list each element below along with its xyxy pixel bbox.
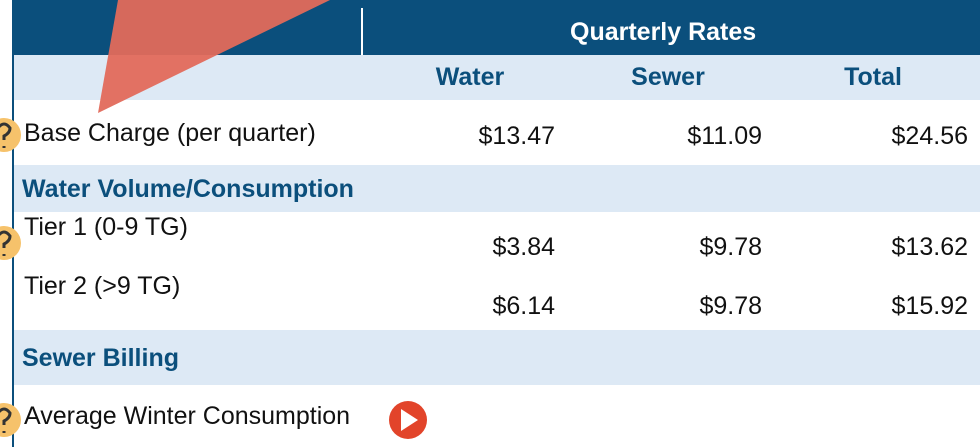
section-label: Water Volume/Consumption	[22, 174, 354, 203]
pointer-arrow	[98, 0, 330, 113]
row-label: Tier 2 (>9 TG)	[24, 272, 181, 300]
section-row	[12, 330, 980, 385]
column-header: Sewer	[631, 63, 705, 91]
row-label: Tier 1 (0-9 TG)	[24, 213, 188, 241]
header-divider	[361, 8, 363, 55]
rate-value: $13.47	[478, 121, 555, 150]
rate-value: $11.09	[687, 121, 762, 150]
group-header: Quarterly Rates	[570, 18, 757, 46]
rate-value: $3.84	[492, 233, 555, 261]
rate-value: $13.62	[891, 233, 968, 261]
help-icon[interactable]	[0, 226, 21, 260]
play-button[interactable]	[389, 401, 427, 439]
rate-value: $24.56	[891, 121, 968, 150]
rate-value: $15.92	[891, 292, 968, 320]
row-label: Base Charge (per quarter)	[24, 118, 316, 147]
section-label: Sewer Billing	[22, 343, 179, 372]
row-label: Average Winter Consumption	[24, 402, 351, 430]
rate-value: $9.78	[699, 292, 762, 320]
column-header: Water	[435, 63, 505, 91]
help-icon[interactable]	[0, 118, 21, 152]
section-row	[12, 165, 980, 212]
rate-value: $6.14	[492, 292, 555, 320]
left-border	[12, 0, 14, 447]
help-icon[interactable]	[0, 403, 21, 437]
column-header: Total	[844, 63, 902, 91]
rate-value: $9.78	[699, 233, 762, 261]
